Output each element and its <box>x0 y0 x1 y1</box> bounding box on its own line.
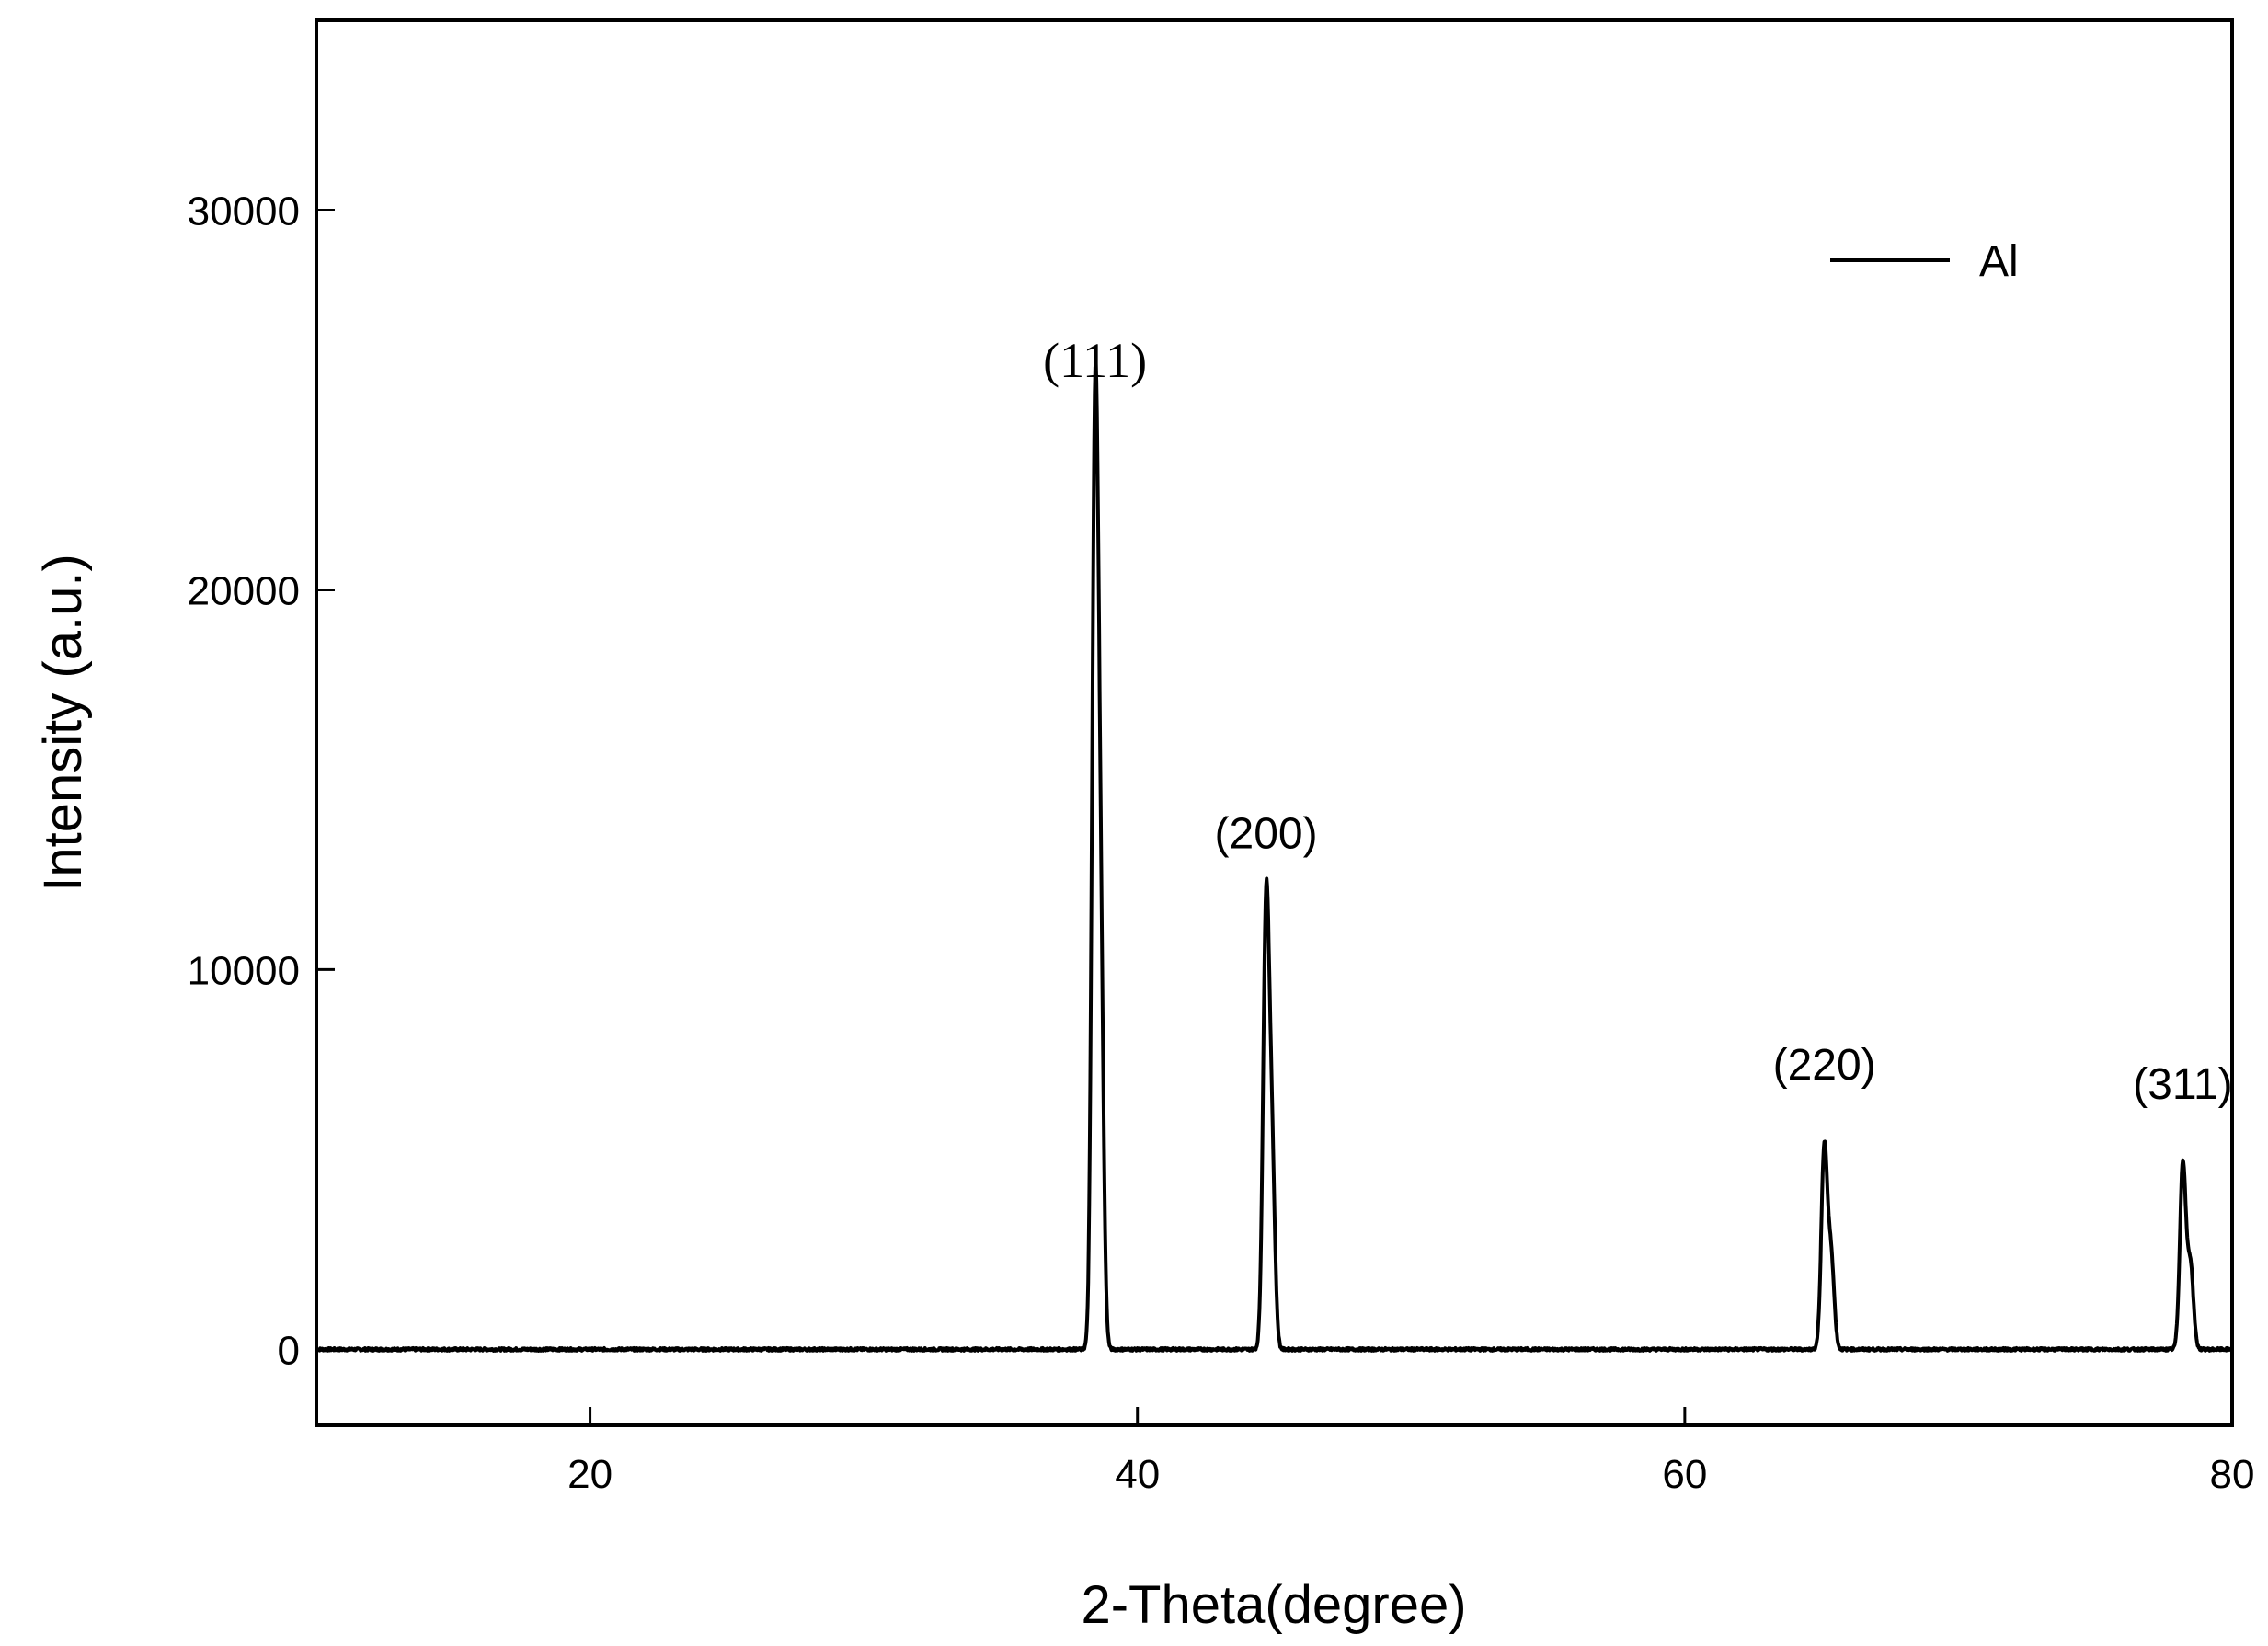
y-axis: 0 10000 20000 30000 <box>188 189 335 1373</box>
peak-label: (200) <box>1215 809 1318 858</box>
peak-label: (220) <box>1773 1041 1876 1090</box>
y-tick-label: 20000 <box>188 568 300 613</box>
x-axis: 20 40 60 80 <box>567 1407 2254 1497</box>
y-tick-label: 0 <box>278 1328 300 1373</box>
series-line-al <box>315 361 2234 1353</box>
x-tick-label: 40 <box>1115 1452 1160 1497</box>
x-axis-title: 2-Theta(degree) <box>1081 1575 1466 1635</box>
x-tick-label: 60 <box>1662 1452 1707 1497</box>
peak-label: (111) <box>1043 333 1147 388</box>
plot-frame <box>315 18 2234 1427</box>
x-tick-label: 20 <box>567 1452 613 1497</box>
legend-label-al: Al <box>1979 237 2019 286</box>
y-tick-label: 30000 <box>188 189 300 234</box>
y-tick-label: 10000 <box>188 948 300 993</box>
peak-labels: (111) (200) (220) (311) <box>1043 333 2233 1109</box>
y-axis-title: Intensity (a.u.) <box>33 554 93 891</box>
legend: Al <box>1830 237 2019 286</box>
peak-label: (311) <box>2133 1060 2233 1109</box>
x-tick-label: 80 <box>2210 1452 2255 1497</box>
